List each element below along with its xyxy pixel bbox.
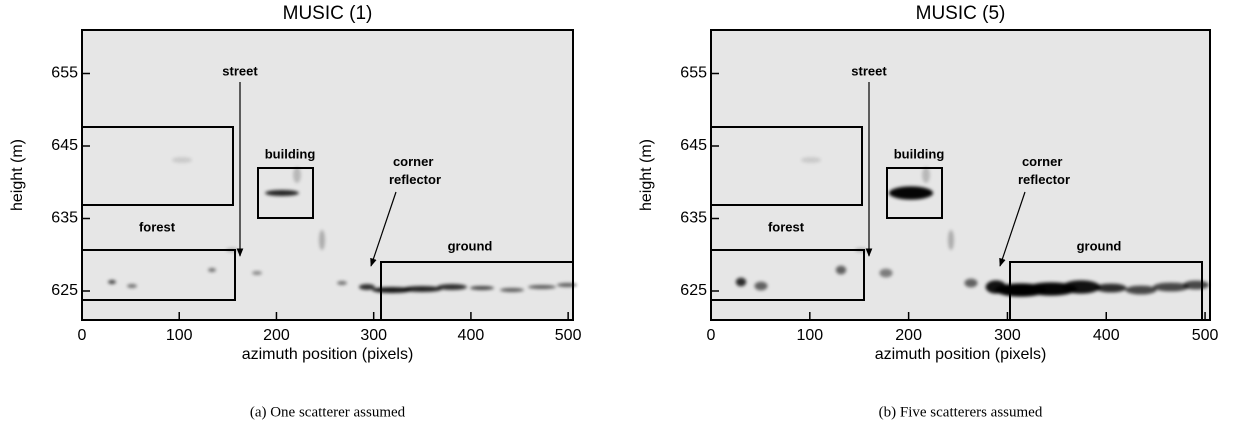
region-box	[1009, 261, 1203, 321]
annotation: corner reflector	[1018, 154, 1070, 187]
panel-title: MUSIC (5)	[916, 3, 1006, 24]
scatter-blob	[127, 284, 137, 288]
caption: (b) Five scatterers assumed	[879, 404, 1043, 420]
annotation: forest	[768, 219, 805, 234]
scatter-blob	[1183, 280, 1209, 290]
y-tick-label: 645	[680, 137, 707, 154]
scatter-blob	[1095, 283, 1127, 293]
region-box	[81, 126, 234, 206]
scatter-blob	[922, 167, 930, 183]
arrow	[999, 191, 1026, 267]
annotation: ground	[448, 238, 493, 253]
region-box	[886, 167, 943, 219]
annotation: building	[265, 146, 316, 161]
y-tick-label: 645	[51, 137, 78, 154]
scatter-blob	[208, 268, 216, 272]
x-axis-label: azimuth position (pixels)	[875, 346, 1047, 363]
scatter-blob	[108, 280, 116, 284]
scatter-blob	[470, 286, 494, 290]
x-tick-label: 400	[1093, 327, 1120, 344]
scatter-blob	[964, 278, 978, 288]
scatter-blob	[948, 230, 954, 250]
scatter-blob	[1061, 280, 1101, 294]
annotation: street	[222, 63, 258, 78]
y-axis-label: height (m)	[638, 139, 655, 211]
arrow	[370, 191, 397, 267]
scatter-blob	[293, 167, 301, 183]
region-box	[710, 249, 865, 301]
annotation: corner reflector	[389, 154, 441, 187]
scatter-blob	[735, 277, 747, 287]
y-tick-label: 655	[680, 65, 707, 82]
scatter-blob	[528, 285, 556, 289]
caption: (a) One scatterer assumed	[250, 404, 406, 420]
y-tick-label: 635	[51, 210, 78, 227]
region-box	[257, 167, 314, 219]
x-tick-label: 300	[360, 327, 387, 344]
annotation: ground	[1077, 238, 1122, 253]
y-tick-label: 655	[51, 65, 78, 82]
x-tick-label: 0	[707, 327, 716, 344]
scatter-blob	[437, 284, 467, 290]
scatter-blob	[879, 268, 893, 278]
x-tick-label: 300	[994, 327, 1021, 344]
scatter-blob	[172, 157, 192, 163]
image-background	[711, 30, 1210, 320]
y-axis-label: height (m)	[9, 139, 26, 211]
y-tick-label: 635	[680, 210, 707, 227]
panel: 625 635 645 655 0 100 200 300 400 500 MUSIC (1) azi…	[9, 3, 581, 420]
annotation: building	[894, 146, 945, 161]
scatter-blob	[500, 288, 524, 292]
region-box	[81, 249, 236, 301]
x-tick-label: 400	[458, 327, 485, 344]
scatter-blob	[1152, 282, 1190, 292]
scatter-blob	[337, 281, 347, 285]
scatter-blob	[265, 190, 299, 196]
x-tick-label: 500	[1192, 327, 1219, 344]
annotation: street	[851, 63, 887, 78]
x-tick-label: 100	[796, 327, 823, 344]
scatter-blob	[402, 286, 442, 292]
image-background	[82, 30, 573, 320]
scatter-blob	[754, 281, 768, 291]
x-tick-label: 200	[895, 327, 922, 344]
scatter-blob	[835, 265, 847, 275]
region-box	[380, 261, 574, 321]
panel-title: MUSIC (1)	[283, 3, 373, 24]
annotation: forest	[139, 219, 176, 234]
panel: 625 635 645 655 0 100 200 300 400 500 MUSIC (5) azi…	[638, 3, 1218, 420]
scatter-blob	[319, 230, 325, 250]
x-axis-label: azimuth position (pixels)	[242, 346, 414, 363]
x-tick-label: 0	[78, 327, 87, 344]
scatter-blob	[888, 186, 934, 200]
x-tick-label: 100	[166, 327, 193, 344]
scatter-blob	[1125, 285, 1157, 295]
y-tick-label: 625	[51, 282, 78, 299]
scatter-blob	[801, 157, 821, 163]
region-box	[710, 126, 863, 206]
y-tick-label: 625	[680, 282, 707, 299]
scatter-blob	[359, 284, 375, 290]
scatter-blob	[252, 271, 262, 275]
x-tick-label: 500	[555, 327, 582, 344]
x-tick-label: 200	[263, 327, 290, 344]
